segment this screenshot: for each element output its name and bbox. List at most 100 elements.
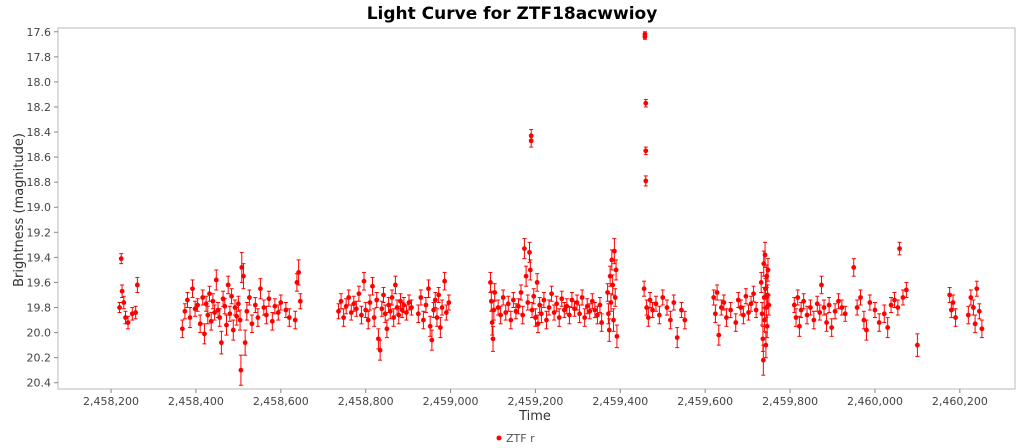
data-point bbox=[763, 342, 769, 348]
data-point bbox=[762, 252, 768, 258]
data-point bbox=[255, 315, 261, 320]
data-point bbox=[406, 300, 412, 305]
y-tick-label: 20.2 bbox=[27, 352, 52, 365]
data-point bbox=[611, 248, 617, 254]
x-tick-label: 2,460,200 bbox=[932, 395, 988, 408]
data-point bbox=[500, 295, 506, 300]
data-point bbox=[851, 265, 857, 270]
data-point bbox=[367, 300, 373, 305]
data-point bbox=[971, 305, 976, 310]
data-point bbox=[238, 367, 244, 373]
data-point bbox=[510, 297, 516, 303]
data-point bbox=[549, 291, 554, 297]
data-point bbox=[801, 298, 807, 304]
data-point bbox=[645, 315, 651, 320]
data-point bbox=[534, 280, 540, 285]
data-point bbox=[252, 302, 258, 308]
data-point bbox=[614, 333, 620, 339]
data-point bbox=[804, 312, 810, 318]
data-point bbox=[544, 317, 549, 323]
data-point bbox=[564, 303, 570, 309]
data-point bbox=[791, 302, 797, 308]
data-point bbox=[758, 280, 764, 285]
data-points bbox=[117, 31, 985, 386]
data-point bbox=[753, 307, 759, 313]
x-tick-label: 2,458,600 bbox=[253, 395, 309, 408]
data-point bbox=[356, 291, 362, 297]
data-point bbox=[185, 297, 190, 303]
data-point bbox=[876, 320, 882, 325]
data-point bbox=[885, 325, 891, 330]
data-point bbox=[817, 310, 823, 315]
data-point bbox=[759, 311, 765, 317]
data-point bbox=[965, 312, 971, 318]
data-point bbox=[389, 295, 395, 300]
data-point bbox=[283, 307, 289, 313]
data-point bbox=[492, 290, 498, 295]
data-point bbox=[118, 256, 124, 262]
data-point bbox=[660, 295, 666, 300]
y-tick-label: 18.4 bbox=[27, 126, 52, 139]
data-point bbox=[795, 295, 801, 300]
data-point bbox=[653, 301, 659, 307]
data-point bbox=[968, 295, 974, 300]
data-point bbox=[854, 305, 860, 310]
data-point bbox=[278, 300, 284, 305]
data-point bbox=[353, 306, 359, 312]
data-point bbox=[836, 298, 841, 304]
data-point bbox=[431, 307, 436, 313]
y-tick-label: 17.8 bbox=[27, 51, 52, 64]
data-point bbox=[606, 311, 611, 317]
data-point bbox=[839, 305, 845, 310]
data-point bbox=[608, 300, 614, 305]
data-point bbox=[712, 311, 718, 317]
data-point bbox=[554, 301, 560, 307]
data-point bbox=[535, 321, 541, 327]
data-point bbox=[641, 286, 647, 292]
data-point bbox=[346, 295, 352, 300]
data-point bbox=[897, 246, 902, 252]
x-axis-label: Time bbox=[518, 409, 551, 424]
data-point bbox=[292, 317, 298, 323]
data-point bbox=[202, 331, 207, 337]
y-tick-label: 19.0 bbox=[27, 201, 52, 214]
y-tick-label: 17.6 bbox=[27, 26, 52, 39]
data-point bbox=[297, 298, 303, 304]
data-point bbox=[119, 288, 125, 294]
data-point bbox=[237, 317, 243, 323]
data-point bbox=[556, 315, 562, 320]
data-point bbox=[721, 300, 727, 305]
data-point bbox=[577, 311, 582, 317]
data-point bbox=[900, 295, 906, 300]
data-point bbox=[187, 315, 193, 320]
data-point bbox=[888, 302, 894, 308]
data-point bbox=[914, 342, 920, 348]
data-point bbox=[760, 336, 766, 342]
data-point bbox=[561, 307, 567, 313]
data-point bbox=[974, 286, 980, 292]
data-point bbox=[432, 297, 438, 303]
data-point bbox=[711, 295, 717, 300]
data-point bbox=[437, 325, 443, 330]
data-point bbox=[858, 295, 863, 300]
data-point bbox=[200, 295, 206, 300]
data-point bbox=[117, 305, 122, 310]
data-point bbox=[272, 303, 278, 309]
data-point bbox=[797, 323, 802, 329]
data-point bbox=[409, 305, 414, 310]
data-point bbox=[247, 295, 252, 300]
data-point bbox=[546, 305, 552, 310]
data-point bbox=[903, 287, 909, 293]
data-point bbox=[595, 312, 600, 318]
data-point bbox=[336, 308, 341, 314]
data-point bbox=[541, 297, 547, 303]
x-tick-label: 2,458,400 bbox=[168, 395, 224, 408]
data-point bbox=[436, 292, 442, 298]
data-point bbox=[587, 308, 593, 314]
data-point bbox=[490, 336, 496, 342]
y-axis-label: Brightness (magnitude) bbox=[12, 133, 27, 287]
data-point bbox=[671, 300, 677, 305]
y-tick-label: 18.2 bbox=[27, 101, 52, 114]
data-point bbox=[513, 308, 519, 314]
